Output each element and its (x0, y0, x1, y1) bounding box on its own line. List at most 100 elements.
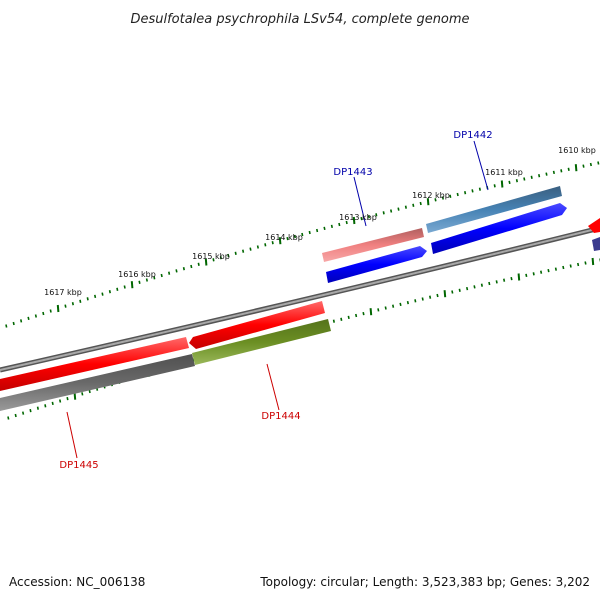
leader-dp1442 (473, 140, 489, 191)
feature-red-1[interactable] (189, 301, 325, 349)
tick-label-1611: 1611 kbp (485, 168, 523, 177)
tick-label-1616: 1616 kbp (118, 270, 156, 279)
minor-tick (330, 224, 333, 229)
minor-tick (538, 174, 541, 178)
minor-tick (525, 273, 528, 278)
feature-dp1443[interactable] (322, 228, 424, 262)
leader-dp1445 (66, 411, 78, 459)
minor-tick (197, 262, 200, 266)
minor-tick (29, 408, 32, 413)
minor-tick (584, 261, 587, 265)
minor-tick (44, 404, 47, 408)
tick-ring-outer (5, 161, 600, 328)
major-tick (73, 392, 77, 400)
minor-tick (377, 308, 380, 312)
feature-red-edge[interactable] (588, 218, 600, 233)
minor-tick (392, 304, 395, 308)
major-tick (369, 308, 373, 316)
tick-label-1610: 1610 kbp (558, 146, 596, 155)
minor-tick (480, 283, 483, 287)
minor-tick (332, 319, 335, 323)
minor-tick (567, 167, 570, 171)
tick-label-1613: 1613 kbp (339, 213, 377, 222)
minor-tick (22, 411, 25, 415)
minor-tick (582, 164, 585, 168)
major-tick (278, 237, 282, 245)
minor-tick (71, 302, 74, 306)
minor-tick (347, 315, 350, 320)
minor-tick (412, 203, 415, 207)
minor-tick (508, 180, 511, 185)
gene-label-dp1444[interactable]: DP1444 (261, 411, 300, 422)
feature-blue-arrow-2[interactable] (431, 203, 567, 254)
minor-tick (560, 169, 563, 173)
minor-tick (271, 241, 274, 245)
minor-tick (493, 184, 496, 188)
genome-backbone-highlight (0, 227, 600, 371)
gene-label-dp1445[interactable]: DP1445 (59, 460, 98, 471)
minor-tick (7, 416, 10, 420)
major-tick (130, 281, 134, 289)
feature-navy-edge[interactable] (592, 237, 600, 251)
minor-tick (488, 281, 491, 286)
feature-dp1442[interactable] (426, 186, 562, 233)
minor-tick (51, 401, 54, 406)
minor-tick (301, 232, 304, 237)
minor-tick (264, 243, 267, 247)
minor-tick (34, 314, 37, 318)
feature-dp1444[interactable] (192, 319, 331, 365)
minor-tick (316, 228, 319, 233)
minor-tick (552, 170, 555, 175)
minor-tick (449, 194, 452, 198)
gene-label-dp1443[interactable]: DP1443 (333, 167, 372, 178)
minor-tick (360, 216, 363, 221)
minor-tick (473, 285, 476, 289)
minor-tick (404, 205, 407, 209)
minor-tick (338, 222, 341, 227)
minor-tick (160, 273, 163, 278)
minor-tick (49, 309, 52, 313)
minor-tick (577, 262, 580, 267)
feature-dp1445[interactable] (0, 337, 189, 391)
minor-tick (451, 290, 454, 294)
major-tick (426, 198, 430, 206)
minor-tick (355, 313, 358, 318)
major-tick (352, 216, 356, 225)
accession-text: Accession: NC_006138 (9, 575, 145, 589)
minor-tick (464, 191, 467, 195)
major-tick (574, 164, 578, 172)
minor-tick (419, 201, 422, 206)
minor-tick (530, 175, 533, 179)
feature-blue-arrow-1[interactable] (326, 246, 427, 283)
minor-tick (421, 297, 424, 301)
minor-tick (256, 245, 259, 249)
minor-tick (441, 196, 444, 200)
minor-tick (42, 311, 45, 316)
minor-tick (495, 280, 498, 284)
minor-tick (523, 177, 526, 181)
minor-tick (434, 198, 437, 202)
minor-tick (340, 317, 343, 321)
minor-tick (101, 292, 104, 296)
minor-tick (94, 294, 97, 299)
minor-tick (406, 300, 409, 305)
minor-tick (471, 189, 474, 193)
minor-tick (12, 321, 15, 326)
minor-tick (597, 161, 600, 165)
feature-gray[interactable] (0, 354, 195, 411)
minor-tick (397, 207, 400, 211)
minor-tick (36, 406, 39, 410)
minor-tick (458, 288, 461, 292)
tick-label-1615: 1615 kbp (192, 252, 230, 261)
minor-tick (227, 253, 230, 258)
minor-tick (175, 269, 178, 273)
minor-tick (190, 264, 193, 269)
minor-tick (540, 270, 543, 274)
minor-tick (5, 324, 8, 328)
minor-tick (554, 267, 557, 271)
minor-tick (14, 413, 17, 418)
gene-label-dp1442[interactable]: DP1442 (453, 130, 492, 141)
minor-tick (478, 187, 481, 191)
topology-text: Topology: circular; Length: 3,523,383 bp… (259, 575, 590, 589)
minor-tick (382, 211, 385, 215)
